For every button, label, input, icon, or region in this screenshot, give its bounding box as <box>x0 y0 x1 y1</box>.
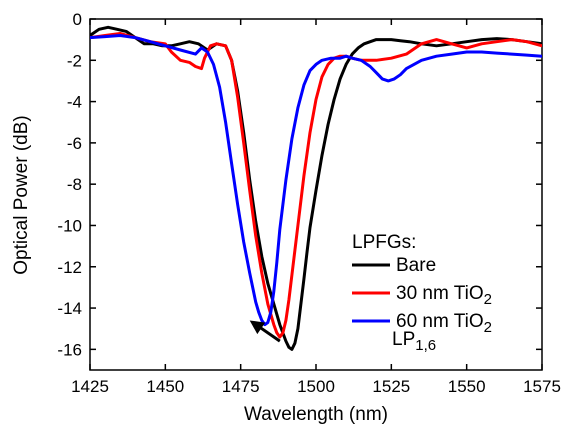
y-tick-label: -12 <box>57 258 82 277</box>
axis-ticks: 1425 1450 1475 1500 1525 1550 1575 0 -2 -4 -6 -8 -10… <box>57 10 560 396</box>
y-tick-label: -10 <box>57 216 82 235</box>
y-tick-label: -16 <box>57 340 82 359</box>
x-tick-label: 1425 <box>71 377 109 396</box>
y-tick-label: 0 <box>73 10 82 29</box>
legend: LPFGs:Bare 30 nm TiO2 60 nm TiO2 <box>352 232 492 336</box>
series-line-2 <box>90 34 542 327</box>
series-line-1 <box>90 32 542 339</box>
legend-label-0: Bare <box>396 255 436 276</box>
legend-title: LPFGs: <box>352 232 416 253</box>
y-tick-label: -2 <box>67 51 82 70</box>
x-tick-label: 1500 <box>297 377 335 396</box>
annotation: LP1,6 <box>249 320 436 354</box>
y-tick-label: -14 <box>57 299 82 318</box>
x-tick-label: 1550 <box>448 377 486 396</box>
x-tick-label: 1525 <box>372 377 410 396</box>
legend-label-1: 30 nm TiO2 <box>396 283 492 308</box>
y-tick-label: -8 <box>67 175 82 194</box>
y-tick-label: -6 <box>67 134 82 153</box>
x-axis-title: Wavelength (nm) <box>244 404 388 425</box>
y-axis-title: Optical Power (dB) <box>11 115 32 274</box>
annotation-label: LP1,6 <box>392 329 436 354</box>
x-tick-label: 1475 <box>222 377 260 396</box>
legend-label-2: 60 nm TiO2 <box>396 311 492 336</box>
x-tick-label: 1450 <box>146 377 184 396</box>
x-tick-label: 1575 <box>523 377 561 396</box>
y-tick-label: -4 <box>67 93 82 112</box>
series-line-0 <box>90 25 542 351</box>
series-layer <box>90 25 542 351</box>
annotation-arrow-head <box>249 320 266 335</box>
